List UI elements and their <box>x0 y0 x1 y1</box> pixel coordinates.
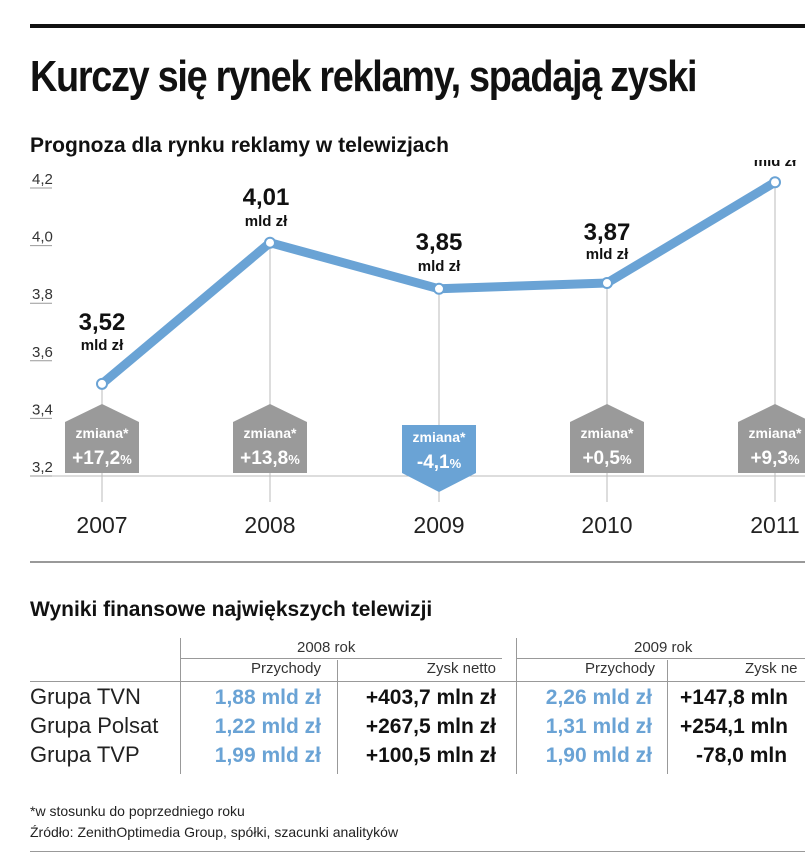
col-profit-2008: Zysk netto <box>426 660 496 677</box>
change-badge-label: zmiana* <box>76 425 129 441</box>
col-revenue-2008: Przychody <box>250 660 321 677</box>
data-point <box>601 277 613 290</box>
x-tick-label: 2008 <box>244 512 295 538</box>
change-badge-value: +9,3% <box>750 448 800 469</box>
col-divider-4 <box>667 660 668 774</box>
table-cell: +267,5 mln zł <box>365 715 496 738</box>
table-cell: 2,26 mld zł <box>545 686 652 709</box>
company-tvp: Grupa TVP <box>30 742 140 767</box>
group-2008-underline <box>180 658 502 659</box>
value-label: 4,01 <box>243 184 290 211</box>
chart-title: Prognoza dla rynku reklamy w telewizjach <box>30 134 449 157</box>
y-tick-label: 4,2 <box>32 171 53 188</box>
col-divider-3 <box>516 638 517 774</box>
y-tick-label: 3,8 <box>32 286 53 303</box>
change-badge-label: zmiana* <box>244 425 297 441</box>
line-chart: 4,2 4,0 3,8 3,6 3,4 3,2 zmiana* +17,2% zmiana* +1… <box>30 160 805 538</box>
x-tick-label: 2011 <box>750 512 799 538</box>
change-badge-label: zmiana* <box>581 425 634 441</box>
value-unit-label: mld zł <box>754 160 797 170</box>
group-2009-label: 2009 rok <box>634 639 693 656</box>
value-unit-label: mld zł <box>418 258 461 275</box>
col-revenue-2009: Przychody <box>584 660 655 677</box>
data-point <box>264 236 276 249</box>
table-cell: +100,5 mln zł <box>365 744 496 767</box>
value-unit-label: mld zł <box>81 337 124 354</box>
table-cell: 1,88 mld zł <box>214 686 321 709</box>
change-badge <box>738 404 805 473</box>
table-header-rule <box>30 681 805 682</box>
change-badge-label: zmiana* <box>749 425 802 441</box>
table-cell: +147,8 mln <box>680 686 788 709</box>
y-tick-label: 3,6 <box>32 344 53 361</box>
table-cell: 1,99 mld zł <box>214 744 321 767</box>
data-point <box>769 176 781 189</box>
change-badge-label: zmiana* <box>413 429 466 445</box>
footnote-source: Źródło: ZenithOptimedia Group, spółki, s… <box>30 824 399 840</box>
value-label: 3,85 <box>416 229 463 256</box>
table-cell: 1,90 mld zł <box>545 744 652 767</box>
change-badge-value: +0,5% <box>582 448 632 469</box>
y-tick-label: 3,2 <box>32 459 53 476</box>
data-point <box>433 282 445 295</box>
bottom-rule <box>30 851 805 852</box>
x-tick-label: 2009 <box>413 512 464 538</box>
group-2009-underline <box>516 658 805 659</box>
company-tvn: Grupa TVN <box>30 684 141 709</box>
data-point <box>96 377 108 390</box>
value-label: 3,52 <box>79 309 126 336</box>
col-profit-2009: Zysk ne <box>745 660 798 677</box>
chart-divider <box>30 561 805 563</box>
footnote-asterisk: *w stosunku do poprzedniego roku <box>30 803 245 819</box>
table-cell: 1,22 mld zł <box>214 715 321 738</box>
value-label: 3,87 <box>584 219 631 246</box>
table-cell: 1,31 mld zł <box>545 715 652 738</box>
group-2008-label: 2008 rok <box>297 639 356 656</box>
change-badge-value: -4,1% <box>417 452 462 473</box>
table-cell: -78,0 mln <box>696 744 788 767</box>
col-divider-1 <box>180 638 181 774</box>
change-badge-value: +13,8% <box>240 448 300 469</box>
table-cell: +403,7 mln zł <box>365 686 496 709</box>
change-badge <box>570 404 644 473</box>
y-tick-label: 3,4 <box>32 401 53 418</box>
col-divider-2 <box>337 660 338 774</box>
y-tick-label: 4,0 <box>32 229 53 246</box>
value-unit-label: mld zł <box>245 213 288 230</box>
table-cell: +254,1 mln <box>680 715 788 738</box>
x-tick-label: 2010 <box>581 512 632 538</box>
top-rule <box>30 24 805 28</box>
change-badge <box>402 425 476 492</box>
change-badge <box>65 404 139 473</box>
headline: Kurczy się rynek reklamy, spadają zyski <box>30 52 698 101</box>
x-tick-label: 2007 <box>76 512 127 538</box>
value-unit-label: mld zł <box>586 246 629 263</box>
table-title: Wyniki finansowe największych telewizji <box>30 598 433 621</box>
change-badge-value: +17,2% <box>72 448 132 469</box>
change-badge <box>233 404 307 473</box>
company-polsat: Grupa Polsat <box>30 713 159 738</box>
